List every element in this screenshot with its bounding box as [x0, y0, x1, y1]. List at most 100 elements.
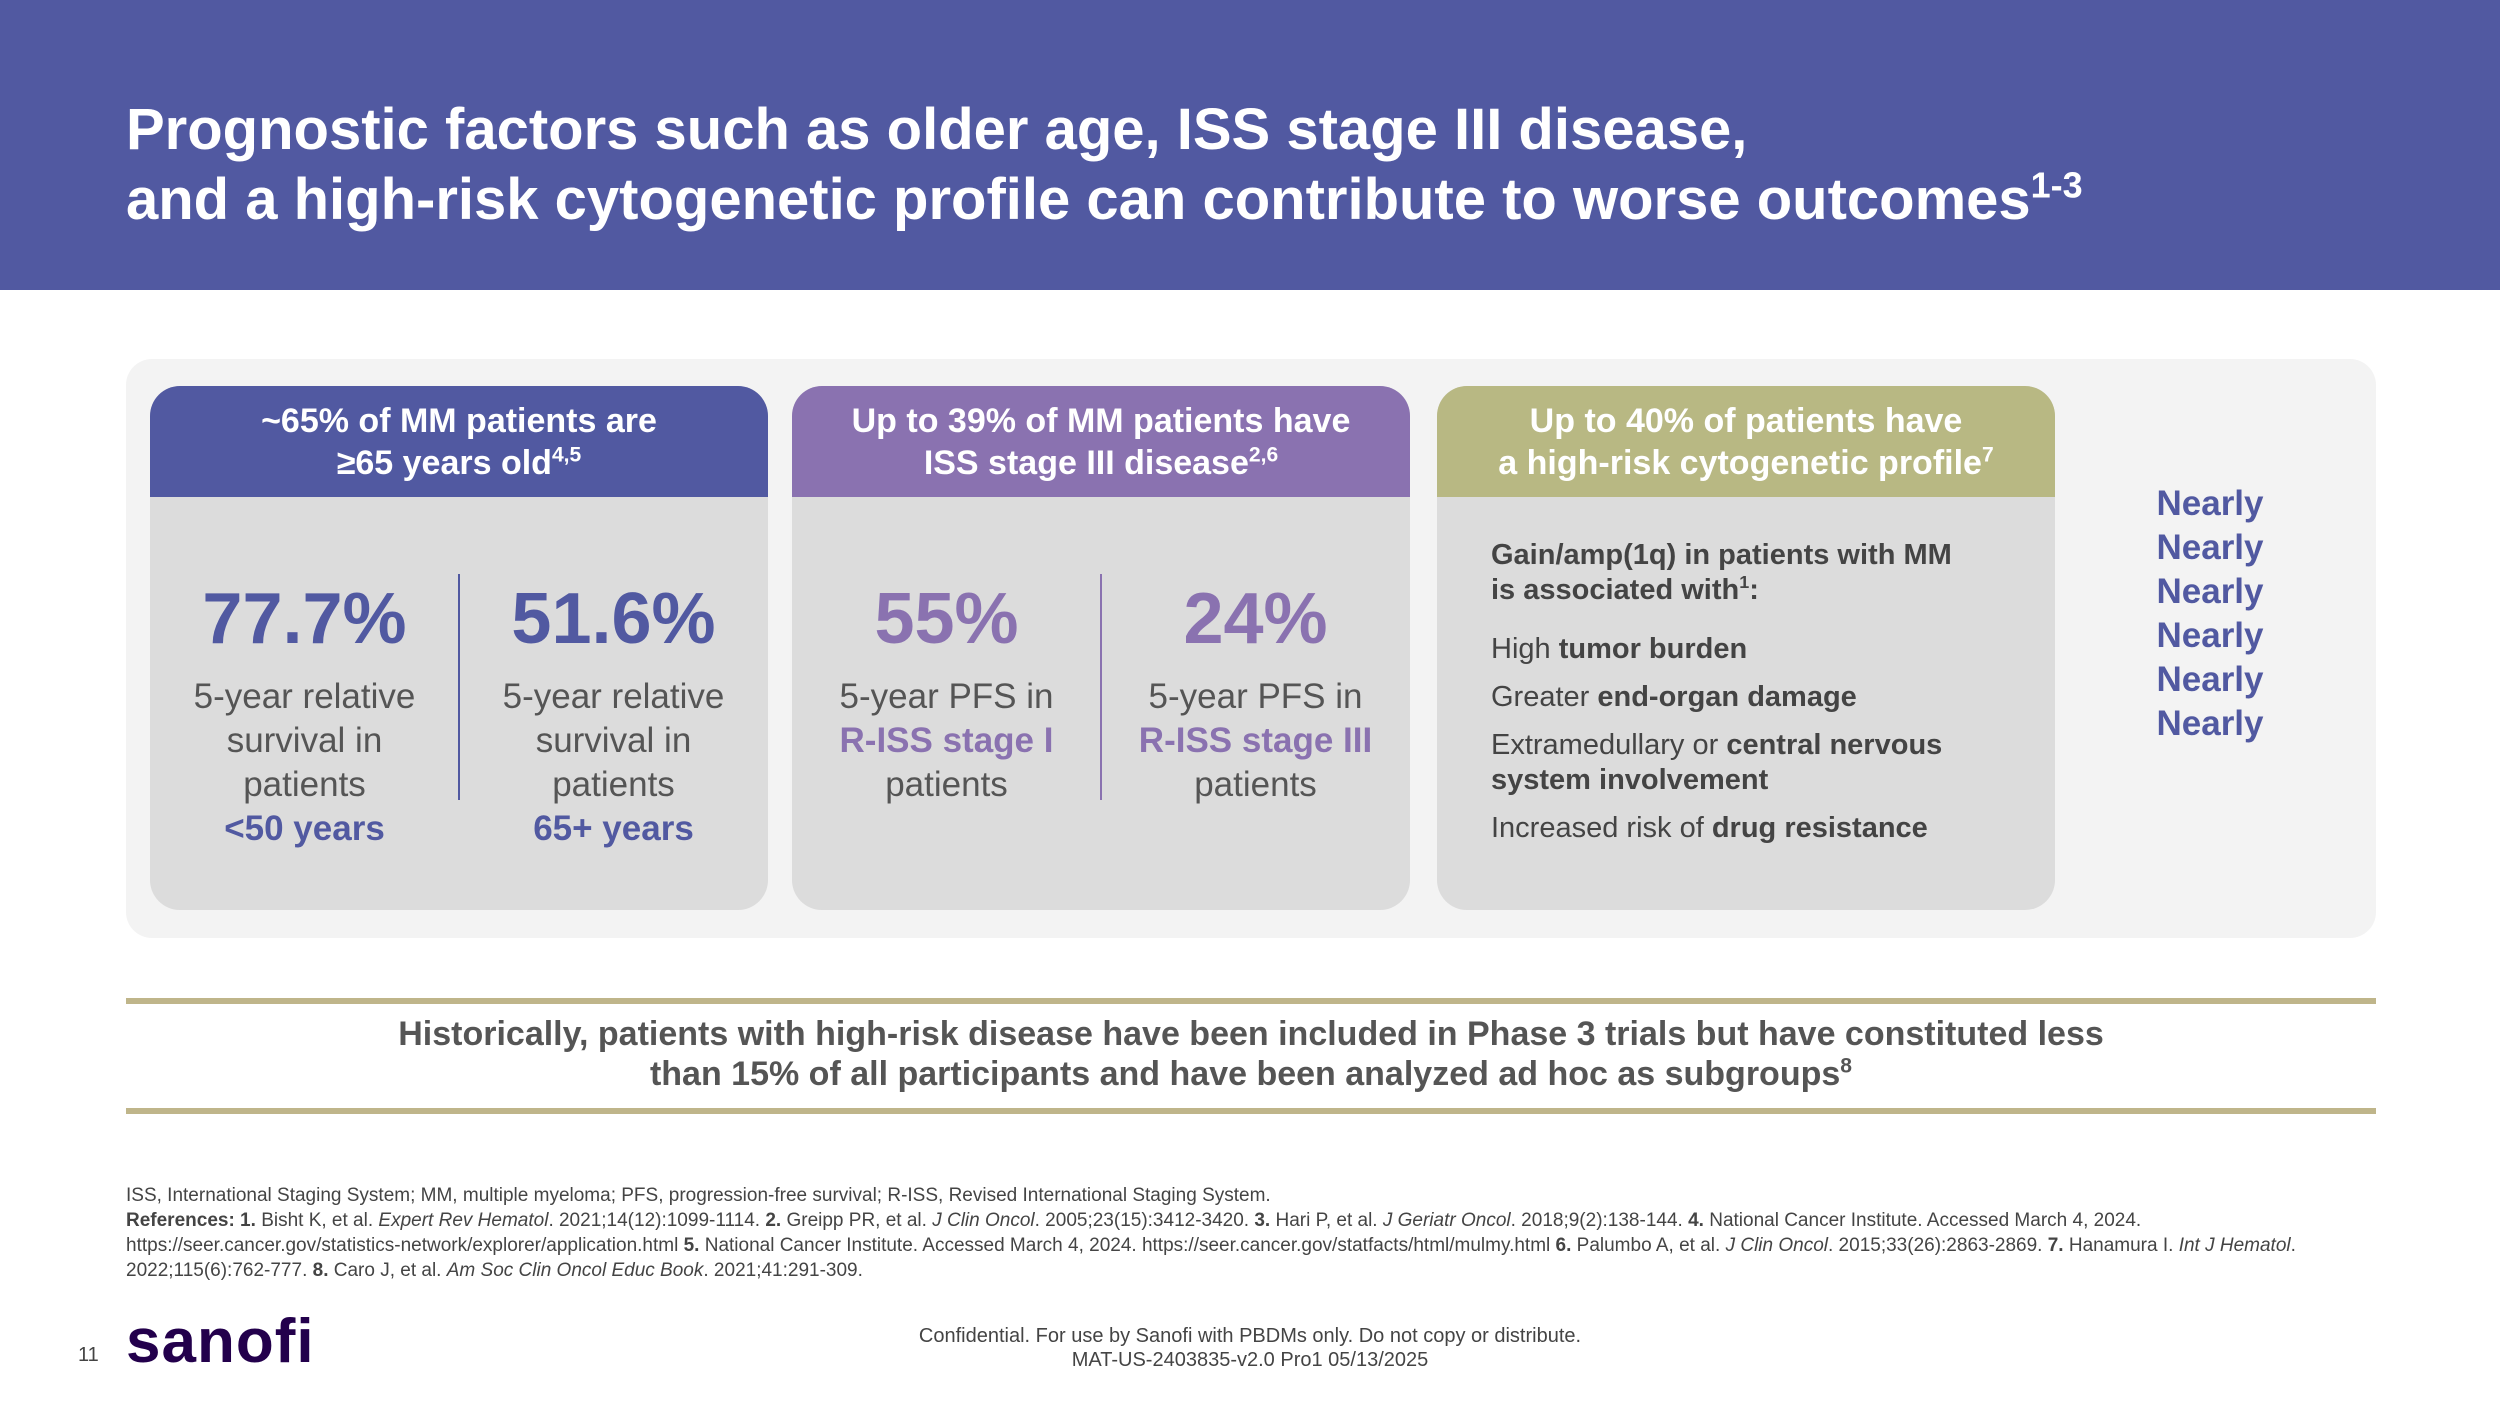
text-normal: Palumbo A, et al.: [1576, 1235, 1726, 1256]
text-bold: 5.: [683, 1235, 705, 1256]
text-line: Nearly: [2060, 614, 2360, 658]
text-normal: Caro J, et al.: [333, 1260, 447, 1281]
text-line: Increased risk of drug resistance: [1491, 811, 1952, 846]
superscript: 4,5: [551, 442, 582, 466]
text-normal: High: [1491, 633, 1559, 665]
text-italic: Expert Rev Hematol: [378, 1210, 549, 1231]
text-bold: tumor burden: [1558, 633, 1748, 665]
stat-line: patients: [1086, 763, 1411, 807]
text-line: Nearly: [2060, 526, 2360, 570]
text-italic: J Clin Oncol: [1725, 1235, 1828, 1256]
text-line: ~65% of MM patients are: [150, 400, 768, 442]
text-bold: drug resistance: [1711, 812, 1928, 844]
text-line: Nearly: [2060, 570, 2360, 614]
text-line: Greater end-organ damage: [1491, 680, 1952, 715]
finding-list: Gain/amp(1q) in patients with MM is assoc…: [1491, 538, 1952, 846]
text-line: MAT-US-2403835-v2.0 Pro1 05/13/2025: [750, 1348, 1750, 1372]
stat-line: R-ISS stage I: [792, 719, 1117, 763]
text-normal: Bisht K, et al.: [261, 1210, 379, 1231]
text-italic: J Clin Oncol: [932, 1210, 1035, 1231]
banner: Historically, patients with high-risk di…: [126, 1014, 2376, 1094]
text-normal: Hanamura I.: [2068, 1235, 2179, 1256]
intro: Gain/amp(1q) in patients with MM is assoc…: [1491, 538, 1952, 608]
text-bold: is associated with: [1491, 574, 1740, 606]
text-normal: survival in: [535, 721, 692, 760]
logo: sanofi: [126, 1307, 315, 1376]
text: MAT-US-2403835-v2.0 Pro1 05/13/2025: [1071, 1349, 1429, 1371]
text-bold: :: [1749, 574, 1759, 606]
stat-value: 24%: [1183, 579, 1328, 659]
stat-line: 5-year relative: [150, 675, 475, 719]
stat-line: survival in: [150, 719, 475, 763]
text-italic: Int J Hematol: [2178, 1235, 2291, 1256]
text-normal: . 2018;9(2):138-144.: [1510, 1210, 1689, 1231]
text-normal: Greipp PR, et al.: [786, 1210, 933, 1231]
text-line: Nearly: [2060, 658, 2360, 702]
text-bold: 6.: [1555, 1235, 1577, 1256]
text-line: Up to 39% of MM patients have: [792, 400, 1410, 442]
title: Prognostic factors such as older age, IS…: [126, 95, 2083, 235]
stat: 51.6% 5-year relative survival in patients 6…: [444, 581, 769, 851]
text-line: Up to 40% of patients have: [1437, 400, 2055, 442]
stat-line: 5-year relative: [444, 675, 769, 719]
text-normal: National Cancer Institute. Accessed Marc…: [704, 1235, 1556, 1256]
text-highlight: R-ISS stage I: [839, 721, 1054, 760]
text-normal: 5-year PFS in: [1148, 677, 1363, 716]
text-highlight: <50 years: [224, 809, 385, 848]
text-normal: patients: [243, 765, 366, 804]
text-bold: Gain/amp(1q) in patients with MM: [1491, 539, 1952, 571]
text-normal: . 2022;115(6):762-777.: [126, 1235, 2296, 1281]
text-normal: . 2021;14(12):1099-1114.: [548, 1210, 766, 1231]
text-normal: Increased risk of: [1491, 812, 1712, 844]
text-bold: 8.: [312, 1260, 334, 1281]
text-line: Nearly: [2060, 482, 2360, 526]
finding: Increased risk of drug resistance: [1491, 811, 1952, 846]
text-normal: Greater: [1491, 681, 1598, 713]
text-line: ISS stage III disease2,6: [792, 442, 1410, 484]
text-bold: system involvement: [1491, 764, 1769, 796]
text-normal: National Cancer Institute. Accessed Marc…: [126, 1210, 2142, 1256]
divider: [1100, 574, 1102, 800]
footnotes: ISS, International Staging System; MM, m…: [126, 1183, 2376, 1283]
text-normal: Hari P, et al.: [1275, 1210, 1383, 1231]
text-highlight: Nearly: [2156, 484, 2264, 523]
text-normal: survival in: [226, 721, 383, 760]
text-line: Historically, patients with high-risk di…: [126, 1014, 2376, 1054]
card-heading: Up to 39% of MM patients have ISS stage I…: [792, 386, 1410, 497]
text: ISS stage III disease: [923, 443, 1249, 482]
stat-value: 51.6%: [511, 579, 716, 659]
text-normal: patients: [885, 765, 1008, 804]
text-line: system involvement: [1491, 763, 1952, 798]
stat-value: 55%: [874, 579, 1019, 659]
text-normal: . 2015;33(26):2863-2869.: [1828, 1235, 2048, 1256]
card-heading: Up to 40% of patients have a high-risk cy…: [1437, 386, 2055, 497]
text: and a high-risk cytogenetic profile can …: [126, 167, 2031, 232]
stat-line: <50 years: [150, 807, 475, 851]
text: ~65% of MM patients are: [261, 401, 657, 440]
text-bold: 2.: [765, 1210, 787, 1231]
text-italic: J Geriatr Oncol: [1382, 1210, 1511, 1231]
stat-line: survival in: [444, 719, 769, 763]
text-normal: . 2005;23(15):3412-3420.: [1034, 1210, 1255, 1231]
text-highlight: 65+ years: [533, 809, 694, 848]
text-bold: central nervous: [1726, 729, 1943, 761]
stat-line: patients: [150, 763, 475, 807]
stat-line: 5-year PFS in: [1086, 675, 1411, 719]
rule: [126, 998, 2376, 1004]
notice: Confidential. For use by Sanofi with PBD…: [750, 1324, 1750, 1372]
card: ~65% of MM patients are ≥65 years old4,5 7…: [150, 386, 768, 910]
text-normal: patients: [1194, 765, 1317, 804]
page-number: 11: [78, 1344, 99, 1366]
header-band: [0, 0, 2500, 290]
stat: 77.7% 5-year relative survival in patients <…: [150, 581, 475, 851]
text: Up to 39% of MM patients have: [851, 401, 1351, 440]
stat-line: 5-year PFS in: [792, 675, 1117, 719]
text: Historically, patients with high-risk di…: [398, 1015, 2104, 1053]
text-highlight: Nearly: [2156, 572, 2264, 611]
text: a high-risk cytogenetic profile: [1498, 443, 1982, 482]
text-normal: . 2021;41:291-309.: [703, 1260, 863, 1281]
text: Up to 40% of patients have: [1529, 401, 1963, 440]
stat-line: patients: [792, 763, 1117, 807]
stat-value: 77.7%: [202, 579, 407, 659]
text-line: ≥65 years old4,5: [150, 442, 768, 484]
